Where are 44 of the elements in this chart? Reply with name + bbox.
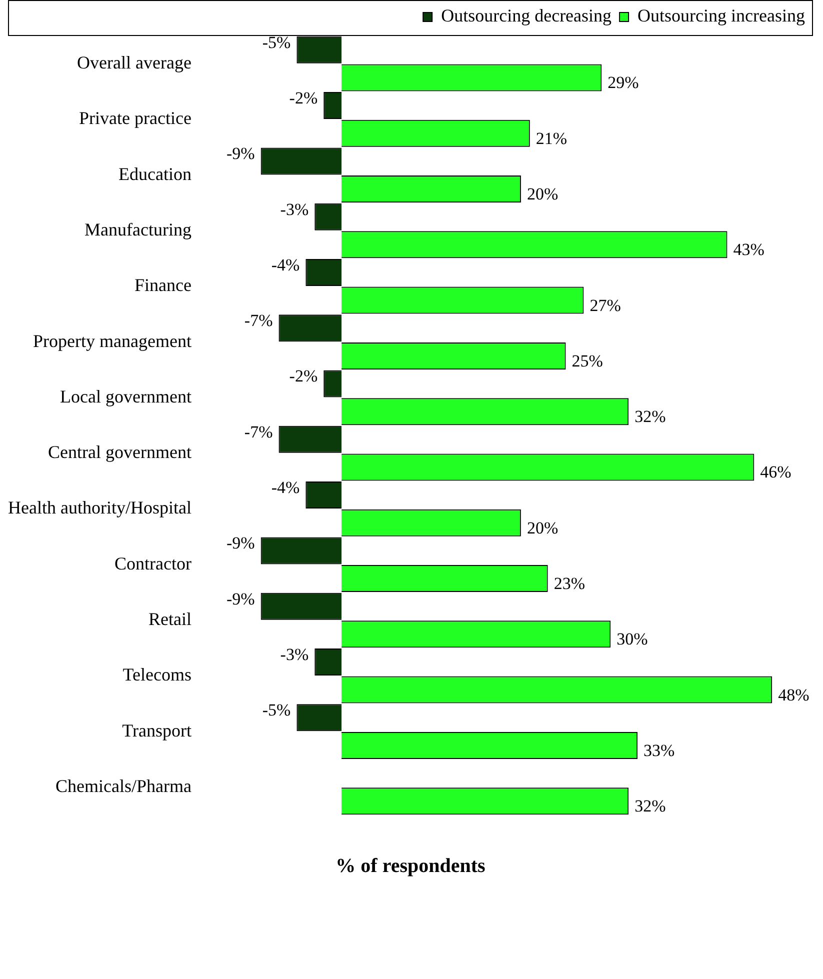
data-label: 33% bbox=[644, 740, 675, 760]
data-label: -2% bbox=[289, 366, 318, 386]
data-label: 32% bbox=[634, 407, 666, 426]
data-label: 43% bbox=[733, 240, 764, 260]
y-tick-label: Telecoms bbox=[122, 664, 192, 685]
y-tick-label: Property management bbox=[33, 330, 192, 351]
y-tick-label: Private practice bbox=[79, 108, 192, 128]
data-label: 20% bbox=[526, 518, 558, 538]
x-axis-title: % of respondents bbox=[336, 855, 486, 878]
data-label: -4% bbox=[271, 478, 300, 498]
data-label: 46% bbox=[760, 462, 792, 482]
data-label: -7% bbox=[244, 311, 273, 330]
data-label: 32% bbox=[634, 796, 666, 816]
data-label: 29% bbox=[608, 73, 639, 92]
data-label: 48% bbox=[778, 685, 810, 704]
data-label: -4% bbox=[271, 255, 300, 274]
y-tick-label: Retail bbox=[148, 608, 192, 629]
legend-label: Outsourcing decreasing bbox=[441, 6, 612, 26]
data-label: -5% bbox=[262, 700, 291, 720]
data-label: 20% bbox=[526, 184, 558, 204]
data-label: -9% bbox=[226, 589, 255, 608]
data-label: -7% bbox=[244, 422, 273, 442]
data-label: -3% bbox=[280, 200, 309, 219]
y-tick-label: Transport bbox=[122, 720, 192, 740]
y-tick-label: Local government bbox=[60, 386, 192, 406]
data-label: 30% bbox=[616, 630, 648, 649]
data-label: -2% bbox=[289, 88, 318, 108]
data-label: -3% bbox=[280, 644, 309, 664]
y-tick-label: Overall average bbox=[77, 52, 192, 73]
y-tick-label: Health authority/Hospital bbox=[8, 498, 192, 518]
data-label: 23% bbox=[554, 574, 586, 593]
data-label: 21% bbox=[536, 128, 568, 148]
data-label: -9% bbox=[226, 144, 255, 164]
y-tick-label: Education bbox=[118, 164, 192, 184]
data-label: -9% bbox=[226, 534, 255, 553]
y-tick-label: Central government bbox=[48, 442, 192, 462]
data-label: -5% bbox=[262, 32, 291, 52]
y-tick-label: Chemicals/Pharma bbox=[55, 776, 192, 796]
y-tick-label: Contractor bbox=[114, 553, 192, 574]
data-label: 25% bbox=[572, 351, 603, 370]
legend-label: Outsourcing increasing bbox=[638, 6, 806, 26]
y-tick-label: Finance bbox=[134, 275, 192, 296]
data-label: 27% bbox=[590, 296, 621, 315]
y-tick-label: Manufacturing bbox=[84, 219, 192, 240]
